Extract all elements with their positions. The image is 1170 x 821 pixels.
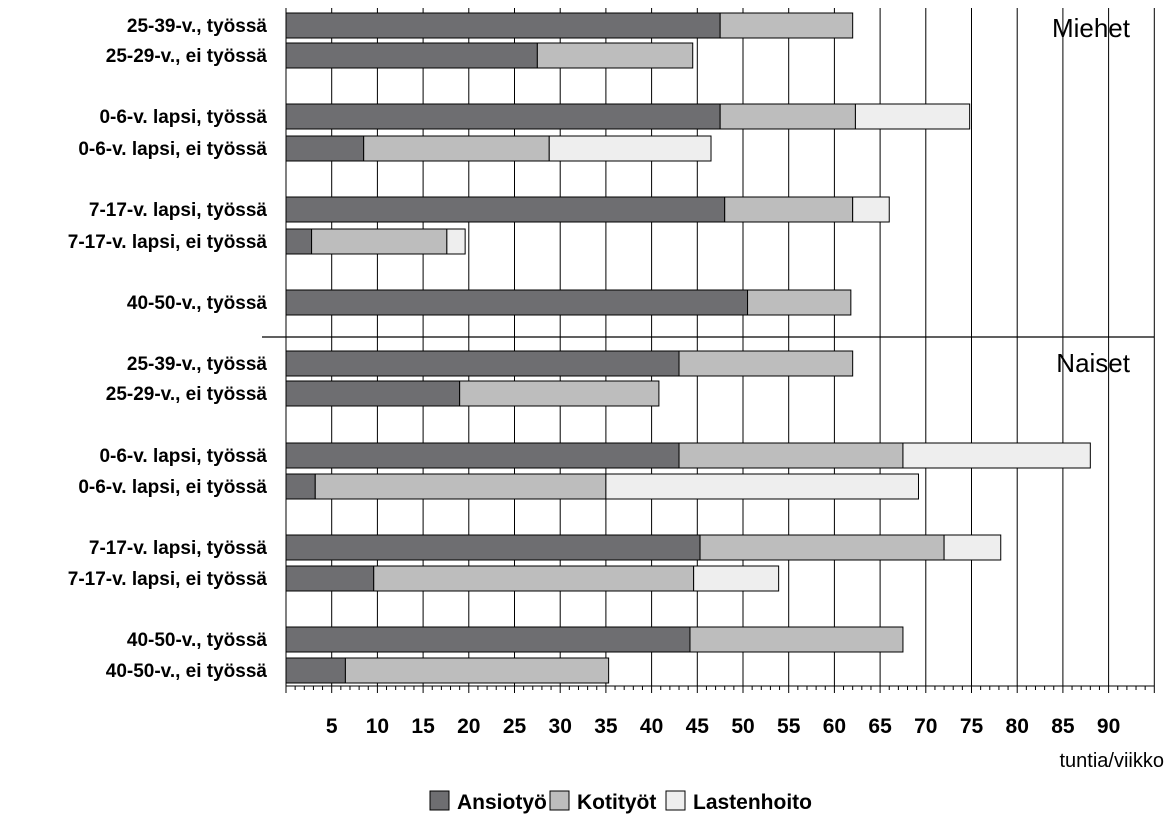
legend-swatch xyxy=(665,790,686,811)
bar-segment xyxy=(285,380,461,407)
bar-segment xyxy=(719,103,856,130)
legend-label: Ansiotyö xyxy=(457,791,547,814)
bar-segment xyxy=(536,42,694,69)
panel-2: Naiset 25-39-v., työssä 25-29-v., ei työss… xyxy=(68,348,1131,684)
category-label: 7-17-v. lapsi, ei työssä xyxy=(68,232,268,253)
x-tick-label: 85 xyxy=(1051,715,1075,738)
bar-segment xyxy=(285,473,316,500)
bar-segment xyxy=(285,565,375,592)
bar-segment xyxy=(943,534,1002,561)
x-tick-label: 20 xyxy=(457,715,480,738)
x-tick-label: 45 xyxy=(686,715,710,738)
bar-segment xyxy=(373,565,695,592)
category-label: 0-6-v. lapsi, ei työssä xyxy=(78,139,267,160)
bar-segment xyxy=(548,135,712,162)
x-tick-label: 10 xyxy=(366,715,389,738)
category-label: 7-17-v. lapsi, työssä xyxy=(89,200,268,221)
bar-segment xyxy=(285,657,346,684)
bar-segment xyxy=(459,380,660,407)
x-tick-label: 50 xyxy=(731,715,754,738)
bar-segment xyxy=(285,534,701,561)
legend-label: Lastenhoito xyxy=(693,791,812,814)
category-label: 7-17-v. lapsi, työssä xyxy=(89,538,268,559)
category-label: 0-6-v. lapsi, ei työssä xyxy=(78,477,267,498)
bar-segment xyxy=(747,289,852,316)
x-tick-label: 35 xyxy=(594,715,618,738)
category-label: 0-6-v. lapsi, työssä xyxy=(99,107,267,128)
legend-label: Kotityöt xyxy=(577,791,656,814)
x-tick-label: 75 xyxy=(960,715,984,738)
bar-segment xyxy=(285,289,749,316)
bar-segment xyxy=(285,42,538,69)
bar-segment xyxy=(678,350,854,377)
x-tick-label: 80 xyxy=(1006,715,1029,738)
legend-swatch xyxy=(549,790,570,811)
category-label: 0-6-v. lapsi, työssä xyxy=(99,446,267,467)
bar-segment xyxy=(689,626,904,653)
x-tick-label: 65 xyxy=(868,715,892,738)
panel-title: Miehet xyxy=(1052,13,1131,43)
bar-segment xyxy=(285,350,680,377)
category-label: 25-39-v., työssä xyxy=(127,16,268,37)
bar-segment xyxy=(285,12,721,39)
bar-segment xyxy=(854,103,971,130)
category-label: 25-39-v., työssä xyxy=(127,354,268,375)
x-tick-label: 55 xyxy=(777,715,801,738)
bar-segment xyxy=(285,196,726,223)
legend-swatch xyxy=(429,790,450,811)
bar-segment xyxy=(902,442,1091,469)
x-tick-label: 30 xyxy=(549,715,572,738)
bar-segment xyxy=(314,473,607,500)
legend: Ansiotyö Kotityöt Lastenhoito xyxy=(429,790,812,814)
bar-segment xyxy=(678,442,904,469)
category-label: 25-29-v., ei työssä xyxy=(106,46,268,67)
x-tick-label: 40 xyxy=(640,715,663,738)
bar-segment xyxy=(724,196,854,223)
panel-title: Naiset xyxy=(1056,348,1130,378)
bar-segment xyxy=(285,228,313,255)
x-tick-label: 15 xyxy=(411,715,435,738)
bar-segment xyxy=(719,12,854,39)
x-axis-unit-label: tuntia/viikko xyxy=(1060,750,1165,772)
bar-segment xyxy=(344,657,610,684)
x-tick-label: 90 xyxy=(1097,715,1120,738)
category-label: 40-50-v., työssä xyxy=(127,630,268,651)
bar-segment xyxy=(285,135,365,162)
bar-segment xyxy=(363,135,550,162)
category-label: 25-29-v., ei työssä xyxy=(106,384,268,405)
bar-segment xyxy=(693,565,780,592)
bar-segment xyxy=(311,228,448,255)
bar-segment xyxy=(285,442,680,469)
bar-segment xyxy=(446,228,466,255)
category-label: 40-50-v., ei työssä xyxy=(106,661,268,682)
x-axis-ticks xyxy=(285,686,1155,693)
bar-segment xyxy=(699,534,945,561)
bar-segment xyxy=(285,626,691,653)
bar-segment xyxy=(852,196,890,223)
x-tick-label: 70 xyxy=(914,715,937,738)
bar-segment xyxy=(605,473,919,500)
x-tick-label: 25 xyxy=(503,715,527,738)
x-tick-label: 5 xyxy=(326,715,338,738)
panel-1: Miehet 25-39-v., työssä 25-29-v., ei työss… xyxy=(68,12,1131,316)
category-label: 40-50-v., työssä xyxy=(127,293,268,314)
x-tick-label: 60 xyxy=(823,715,846,738)
category-label: 7-17-v. lapsi, ei työssä xyxy=(68,569,268,590)
bar-segment xyxy=(285,103,721,130)
